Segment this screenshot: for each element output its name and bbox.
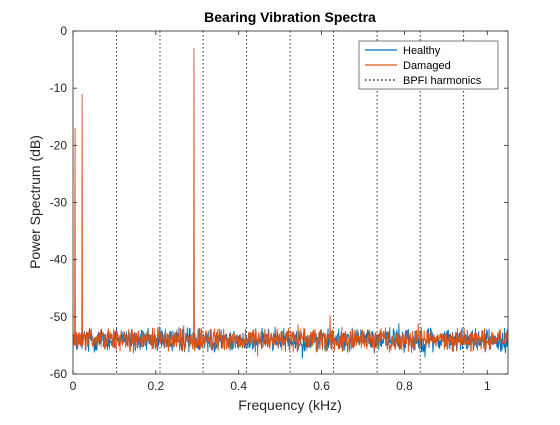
- y-axis-label: Power Spectrum (dB): [27, 135, 43, 269]
- chart-title: Bearing Vibration Spectra: [204, 9, 376, 25]
- y-tick-label: -60: [50, 367, 68, 381]
- legend-label-damaged: Damaged: [403, 60, 451, 72]
- x-tick-label: 0.2: [148, 379, 165, 393]
- legend-label-healthy: Healthy: [403, 45, 441, 57]
- y-tick-label: -40: [50, 253, 68, 267]
- x-tick-label: 0.6: [313, 379, 330, 393]
- y-tick-label: -50: [50, 310, 68, 324]
- series-line-damaged: [73, 48, 508, 357]
- x-tick-label: 0.8: [396, 379, 413, 393]
- x-tick-label: 0: [70, 379, 77, 393]
- x-tick-label: 0.4: [230, 379, 247, 393]
- x-tick-label: 1: [484, 379, 491, 393]
- axes-layer: 0 0.2 0.4 0.6 0.8 1 -60 -50 -40 -30 -20 -10 0: [50, 24, 509, 393]
- legend: Healthy Damaged BPFI harmonics: [358, 40, 499, 90]
- y-tick-label: -30: [50, 196, 68, 210]
- y-tick-label: -10: [50, 81, 68, 95]
- x-axis-label: Frequency (kHz): [238, 397, 341, 413]
- legend-label-bpfi-harmonics: BPFI harmonics: [403, 75, 482, 87]
- y-tick-label: 0: [60, 24, 67, 38]
- y-tick-label: -20: [50, 138, 68, 152]
